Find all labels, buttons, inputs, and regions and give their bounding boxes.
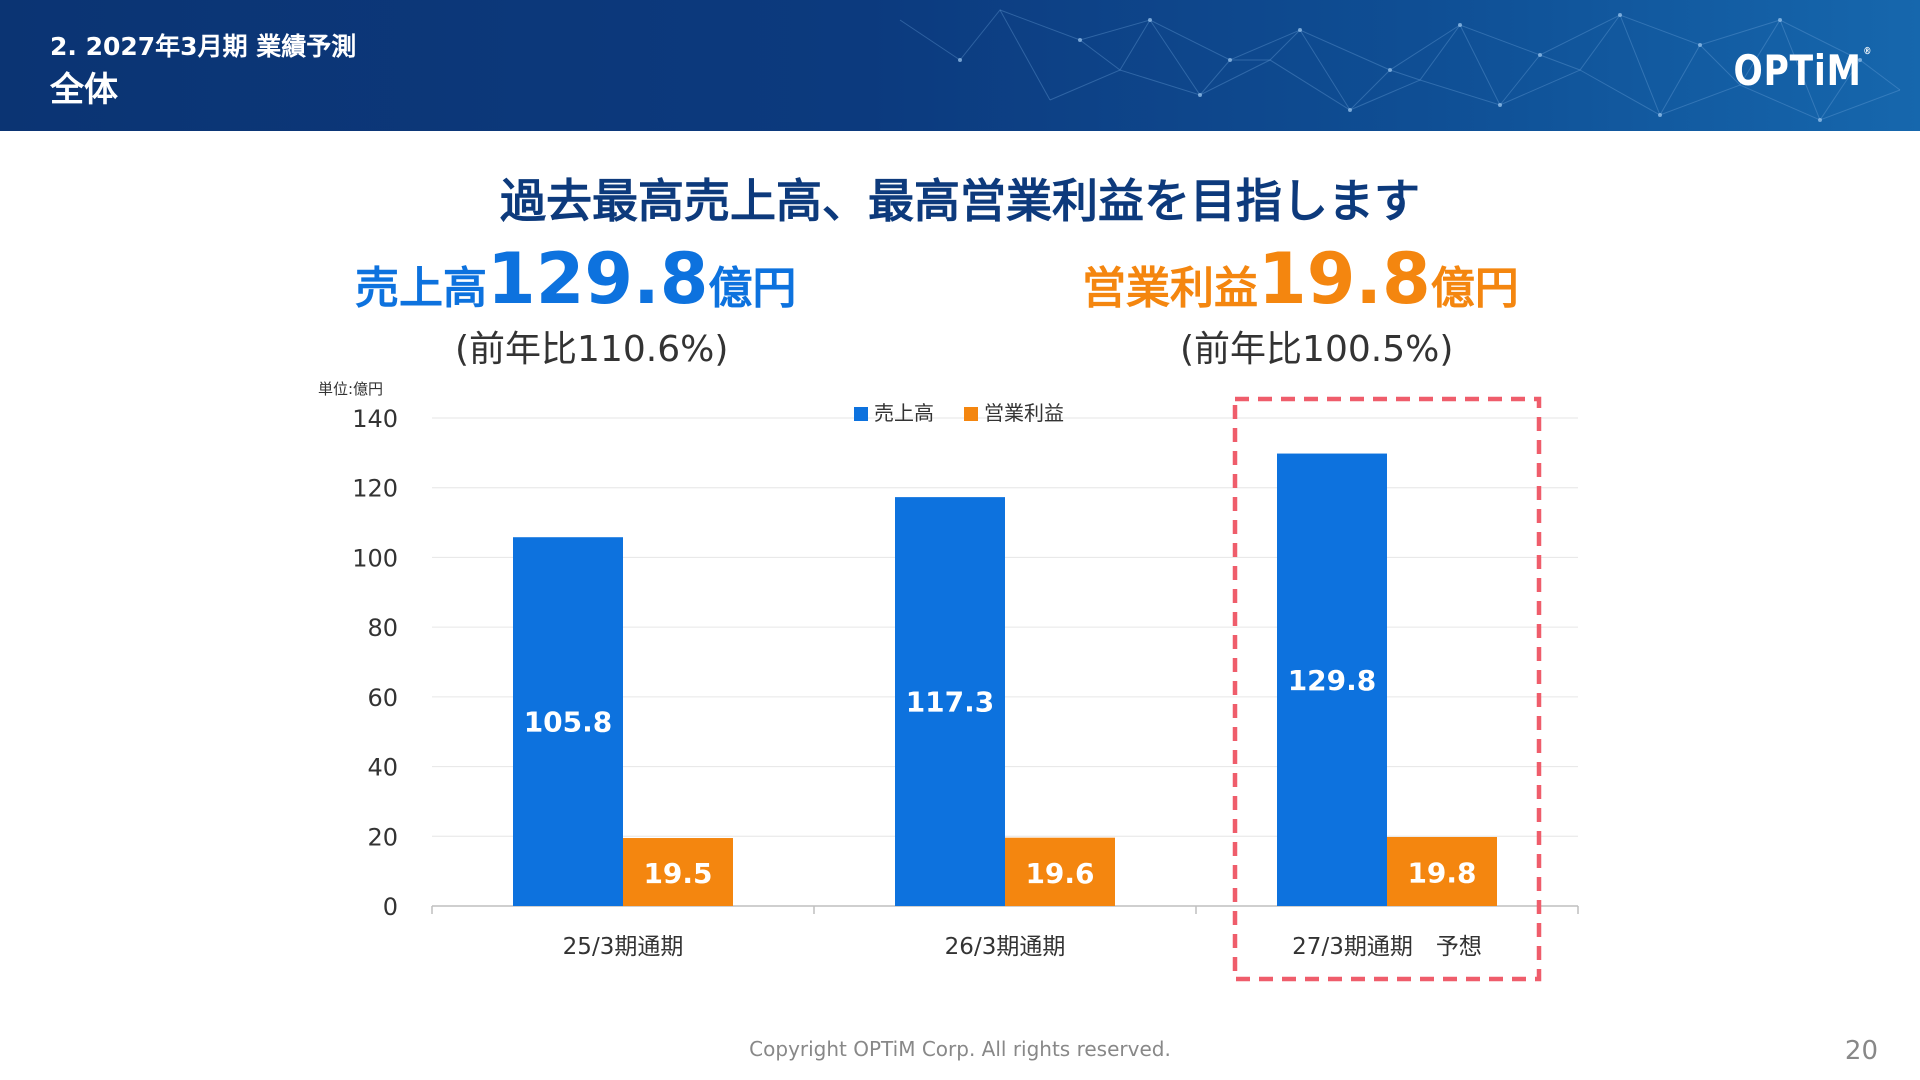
bar-profit (1387, 836, 1497, 906)
page-number: 20 (1844, 1036, 1878, 1066)
legend-label-profit: 営業利益 (984, 401, 1064, 425)
kpi-sales-yoy: (前年比110.6%) (455, 329, 729, 370)
registered-mark: ® (1862, 46, 1872, 57)
logo-text: OPTiM (1733, 46, 1862, 95)
data-label-profit: 19.8 (1407, 856, 1476, 889)
legend-swatch-sales (854, 407, 868, 421)
page-title: 全体 (50, 70, 118, 110)
bar-profit (623, 838, 733, 906)
legend-swatch-profit (964, 407, 978, 421)
y-tick-label: 0 (383, 893, 398, 921)
y-tick-label: 80 (367, 614, 398, 642)
kpi-profit-yoy: (前年比100.5%) (1180, 329, 1454, 370)
y-tick-label: 120 (352, 475, 398, 503)
data-label-profit: 19.5 (643, 857, 712, 890)
headline: 過去最高売上高、最高営業利益を目指します (500, 174, 1420, 228)
y-tick-label: 40 (367, 754, 398, 782)
header-banner: 2. 2027年3月期 業績予測 全体 OPTiM ® (0, 0, 1920, 131)
kpi-profit-value: 19.8 (1258, 238, 1431, 320)
kpi-sales-unit: 億円 (708, 263, 797, 314)
y-tick-label: 100 (352, 544, 398, 572)
bar-chart: 単位:億円 0 20 40 60 80 100 120 140 105.8 19.5 25/3期通期 1… (318, 380, 1579, 982)
data-label-sales: 117.3 (906, 686, 995, 719)
forecast-highlight-box (1232, 396, 1542, 982)
bar-sales (513, 537, 623, 906)
kpi-profit: 営業利益19.8億円 (1082, 238, 1519, 320)
section-subtitle: 2. 2027年3月期 業績予測 (50, 32, 357, 61)
kpi-profit-label: 営業利益 (1082, 263, 1258, 314)
network-background-graphic (899, 9, 1901, 122)
optim-logo: OPTiM ® (1733, 46, 1872, 95)
y-tick-label: 20 (367, 823, 398, 851)
y-tick-label: 60 (367, 684, 398, 712)
y-tick-label: 140 (352, 405, 398, 433)
bar-sales (895, 497, 1005, 906)
data-label-profit: 19.6 (1025, 857, 1094, 890)
kpi-sales-value: 129.8 (487, 238, 709, 320)
legend-label-sales: 売上高 (874, 401, 934, 425)
data-label-sales: 105.8 (524, 706, 613, 739)
x-tick-label: 27/3期通期 予想 (1292, 934, 1482, 960)
kpi-profit-unit: 億円 (1430, 263, 1519, 314)
kpi-sales-label: 売上高 (355, 263, 487, 314)
bar-sales (1277, 453, 1387, 906)
bar-profit (1005, 837, 1115, 906)
x-tick-label: 26/3期通期 (945, 934, 1066, 960)
x-tick-label: 25/3期通期 (563, 934, 684, 960)
unit-label: 単位:億円 (318, 380, 383, 398)
kpi-sales: 売上高129.8億円 (355, 238, 796, 320)
copyright-text: Copyright OPTiM Corp. All rights reserve… (749, 1037, 1171, 1061)
data-label-sales: 129.8 (1288, 664, 1377, 697)
